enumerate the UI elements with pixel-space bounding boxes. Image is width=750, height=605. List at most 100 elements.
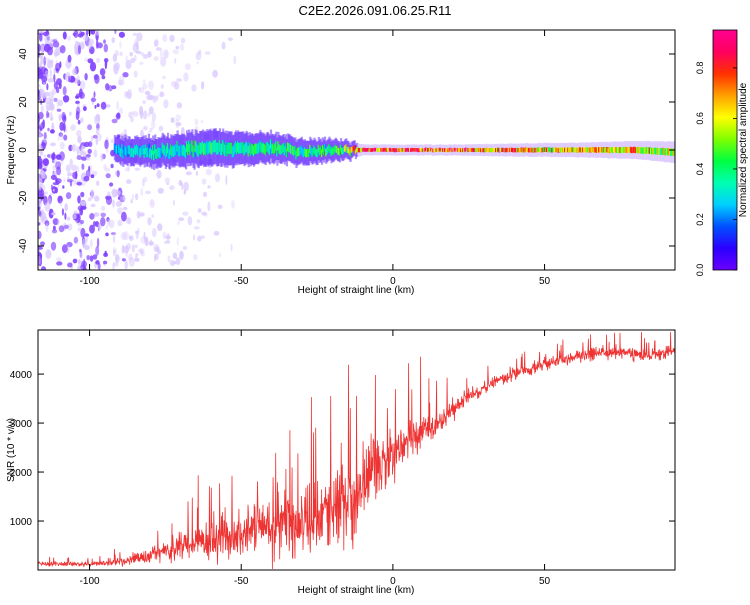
spectrogram-noise-blob xyxy=(172,252,178,259)
spectrogram-noise-blob xyxy=(134,38,139,48)
spectrogram-noise-blob xyxy=(149,239,153,247)
spectrogram-noise-blob xyxy=(87,148,92,154)
spectrogram-noise-blob xyxy=(142,83,148,90)
spectrogram-noise-blob xyxy=(38,172,43,182)
spectrogram-noise-blob xyxy=(76,146,80,156)
colorbar-tick-label: 0.6 xyxy=(695,112,705,125)
spectrogram-noise-blob xyxy=(46,110,49,119)
spectrogram-noise-blob xyxy=(95,39,99,49)
spectrogram-noise-blob xyxy=(73,236,79,244)
spectrogram-noise-blob xyxy=(130,111,135,115)
spectrogram-noise-blob xyxy=(140,52,145,56)
spectrogram-noise-blob xyxy=(46,83,49,91)
spectrogram-noise-blob xyxy=(41,92,47,99)
spectrogram-noise-blob xyxy=(76,155,83,160)
spectrogram-noise-blob xyxy=(38,206,41,212)
spectrogram-noise-blob xyxy=(77,119,81,125)
spectrogram-noise-blob xyxy=(89,61,97,72)
spectrogram-noise-blob xyxy=(182,246,188,250)
spectrogram-noise-blob xyxy=(118,76,125,86)
spectrogram-noise-blob xyxy=(128,218,132,225)
spectrogram-noise-blob xyxy=(207,185,211,189)
spectrogram-noise-blob xyxy=(65,164,71,173)
spectrogram-noise-blob xyxy=(77,227,82,232)
spectrogram-noise-blob xyxy=(200,235,205,240)
spectrogram-band-cell xyxy=(583,147,586,153)
spectrogram-noise-blob xyxy=(107,191,111,197)
spectrogram-noise-blob xyxy=(56,98,59,108)
spectrogram-noise-blob xyxy=(145,190,151,195)
spectrogram-noise-blob xyxy=(38,210,42,217)
colorbar-gradient xyxy=(713,30,737,270)
spectrogram-noise-blob xyxy=(90,203,96,208)
spectrogram-noise-blob xyxy=(48,194,53,204)
spectrogram-noise-blob xyxy=(94,195,100,202)
spectrogram-noise-blob xyxy=(142,79,146,84)
spectrogram-noise-blob xyxy=(73,30,79,38)
spectrogram-band-cell xyxy=(241,142,244,154)
spectrogram-noise-blob xyxy=(59,151,65,161)
spectrogram-noise-blob xyxy=(195,170,198,176)
spectrogram-noise-blob xyxy=(185,171,192,176)
spectrogram-noise-blob xyxy=(121,211,127,222)
spectrogram-noise-blob xyxy=(88,165,91,172)
spectrogram-noise-blob xyxy=(67,172,73,177)
spectrogram-noise-blob xyxy=(117,207,123,215)
snr-series-line xyxy=(38,331,675,570)
spectrogram-noise-blob xyxy=(115,201,123,207)
spectrogram-noise-blob xyxy=(95,260,100,265)
spectrogram-noise-blob xyxy=(175,122,182,127)
spectrogram-noise-blob xyxy=(67,223,73,231)
spectrogram-noise-blob xyxy=(112,262,115,270)
spectrogram-noise-blob xyxy=(41,266,46,270)
spectrogram-noise-blob xyxy=(103,43,109,53)
spectrogram-noise-blob xyxy=(77,33,84,38)
spectrogram-noise-blob xyxy=(38,256,41,265)
spectrogram-noise-blob xyxy=(105,104,111,108)
spectrogram-noise-blob xyxy=(49,38,54,48)
spectrogram-noise-blob xyxy=(44,57,50,63)
spectrogram-noise-blob xyxy=(90,97,97,103)
spectrogram-noise-blob xyxy=(123,128,128,135)
spectrogram-noise-blob xyxy=(80,191,85,198)
spectrogram-noise-blob xyxy=(61,244,68,254)
spectrogram-noise-blob xyxy=(121,245,125,254)
spectrogram-noise-blob xyxy=(193,226,200,230)
spectrogram-noise-blob xyxy=(201,178,207,185)
spectrogram-noise-blob xyxy=(81,238,88,246)
y-tick-label: 0 xyxy=(18,147,29,153)
spectrogram-noise-blob xyxy=(111,118,118,124)
spectrogram-noise-blob xyxy=(143,176,148,183)
snr-x-ticks: -100 -50 0 50 xyxy=(80,330,551,587)
spectrogram-noise-blob xyxy=(122,72,129,78)
snr-x-label: Height of straight line (km) xyxy=(298,585,415,596)
spectrogram-noise-blob xyxy=(66,216,71,221)
spectrogram-noise-blob xyxy=(174,58,177,64)
spectrogram-noise-blob xyxy=(79,219,85,225)
spectrogram-noise-blob xyxy=(77,266,80,270)
spectrogram-noise-blob xyxy=(55,161,61,170)
figure-title: C2E2.2026.091.06.25.R11 xyxy=(299,3,452,18)
x-tick-label: 0 xyxy=(390,576,396,587)
spectrogram-noise-blob xyxy=(169,34,175,43)
spectrogram-noise-blob xyxy=(95,137,99,145)
spectrogram-noise-blob xyxy=(131,194,135,201)
spectrogram-noise-blob xyxy=(38,84,41,88)
spectrogram-noise-blob xyxy=(50,174,57,181)
spectrogram-noise-blob xyxy=(54,51,59,57)
spectrogram-noise-blob xyxy=(147,51,152,58)
spectrogram-noise-blob xyxy=(93,149,98,158)
spectrogram-noise-blob xyxy=(140,249,143,256)
spectrogram-noise-blob xyxy=(117,219,123,227)
spectrogram-noise-blob xyxy=(144,236,149,247)
spectrogram-noise-blob xyxy=(137,227,140,233)
spectrogram-noise-blob xyxy=(101,205,105,211)
snr-y-label: SNR (10 * v/v) xyxy=(6,418,17,482)
spectrogram-noise-blob xyxy=(110,232,116,236)
spectrogram-band-cell xyxy=(626,146,629,153)
spectrogram-noise-blob xyxy=(99,68,106,76)
spectrogram-noise-blob xyxy=(112,53,118,63)
spectrogram-noise-blob xyxy=(156,96,159,102)
x-tick-label: 0 xyxy=(390,276,396,287)
spectrogram-noise-blob xyxy=(50,241,57,251)
